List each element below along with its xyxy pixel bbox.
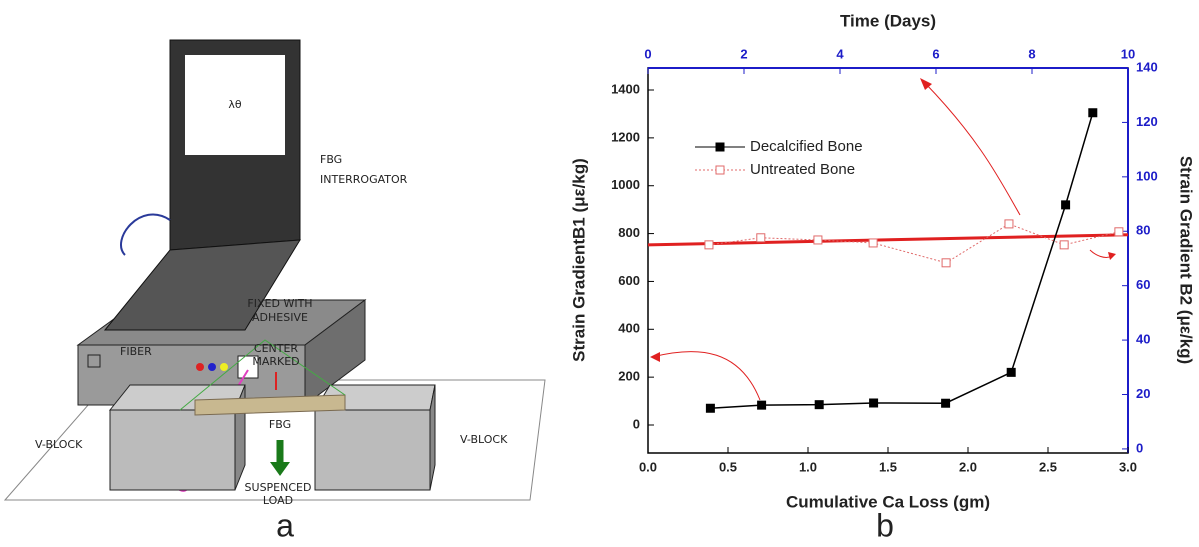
x-tick-label: 1.0 bbox=[799, 459, 817, 474]
y-tick-label: 0 bbox=[633, 416, 640, 431]
legend-label: Untreated Bone bbox=[750, 161, 855, 178]
y-tick-label: 1400 bbox=[611, 81, 640, 96]
series-line bbox=[708, 223, 1119, 264]
setup-diagram: λθ FBG INTERROGATOR FIXED WITH ADHESIVE … bbox=[3, 39, 546, 507]
data-point bbox=[1088, 108, 1098, 118]
panel-label: a bbox=[276, 507, 294, 543]
data-point bbox=[941, 258, 951, 268]
load-arrow-head bbox=[270, 462, 290, 476]
x-tick-label: 0.0 bbox=[639, 459, 657, 474]
center-label: MARKED bbox=[252, 355, 299, 368]
data-point bbox=[1114, 227, 1124, 237]
data-point bbox=[704, 240, 714, 250]
y2-tick-label: 60 bbox=[1136, 277, 1150, 292]
connector bbox=[237, 355, 259, 379]
x-tick-label: 3.0 bbox=[1119, 459, 1137, 474]
annotation-arrow-head bbox=[1108, 252, 1116, 260]
annotation-arrow bbox=[924, 82, 1021, 216]
y2-axis-label: Strain Gradient B2 (με/kg) bbox=[1177, 156, 1196, 364]
x2-tick-label: 10 bbox=[1121, 46, 1135, 61]
y2-tick-label: 120 bbox=[1136, 114, 1158, 129]
data-point bbox=[868, 238, 878, 248]
data-point bbox=[1006, 367, 1016, 377]
center-label: CENTER bbox=[254, 342, 299, 355]
fbg-label: FBG bbox=[269, 418, 291, 431]
adhesive-label: FIXED WITH bbox=[247, 297, 312, 310]
x-tick-label: 1.5 bbox=[879, 459, 897, 474]
data-point bbox=[813, 235, 823, 245]
data-point bbox=[1061, 200, 1071, 210]
x2-axis-title: Time (Days) bbox=[840, 11, 936, 30]
interrogator-label: INTERROGATOR bbox=[320, 173, 408, 186]
interrogator-side bbox=[304, 299, 366, 406]
screen-display bbox=[185, 55, 285, 155]
annotation-arrow-head bbox=[920, 78, 932, 90]
x2-tick-label: 8 bbox=[1028, 46, 1035, 61]
data-point bbox=[869, 398, 879, 408]
legend-label: Decalcified Bone bbox=[750, 138, 863, 155]
y-tick-label: 600 bbox=[618, 273, 640, 288]
led bbox=[196, 363, 204, 371]
y-tick-label: 400 bbox=[618, 321, 640, 336]
data-point bbox=[757, 400, 767, 410]
display-symbol: λθ bbox=[228, 98, 242, 111]
panel-label: b bbox=[876, 507, 894, 543]
load-label: SUSPENCED bbox=[245, 481, 312, 494]
annotation-arrow-head bbox=[650, 352, 660, 362]
x-tick-label: 0.5 bbox=[719, 459, 737, 474]
trend-line bbox=[647, 233, 1129, 247]
vblock-left bbox=[109, 409, 236, 491]
y-tick-label: 800 bbox=[618, 225, 640, 240]
vblock-right-side bbox=[429, 384, 436, 491]
data-point bbox=[1059, 240, 1069, 250]
x2-tick-label: 0 bbox=[644, 46, 651, 61]
series-line bbox=[710, 112, 1094, 410]
load-label: LOAD bbox=[263, 494, 293, 507]
y2-tick-label: 140 bbox=[1136, 59, 1158, 74]
y-tick-label: 1200 bbox=[611, 129, 640, 144]
y2-tick-label: 80 bbox=[1136, 223, 1150, 238]
y2-tick-label: 0 bbox=[1136, 440, 1143, 455]
bone bbox=[194, 394, 346, 416]
table-surface bbox=[3, 379, 546, 501]
data-point bbox=[814, 400, 824, 410]
vblock-label: V-BLOCK bbox=[460, 433, 508, 446]
y2-tick-label: 100 bbox=[1136, 168, 1158, 183]
y2-tick-label: 40 bbox=[1136, 332, 1150, 347]
adhesive-label: ADHESIVE bbox=[252, 311, 308, 324]
laptop-keyboard bbox=[103, 239, 301, 331]
data-point bbox=[756, 233, 766, 243]
led bbox=[208, 363, 216, 371]
x2-tick-label: 2 bbox=[740, 46, 747, 61]
led bbox=[220, 363, 228, 371]
legend-marker bbox=[715, 165, 725, 175]
y2-tick-label: 20 bbox=[1136, 386, 1150, 401]
guide-lines bbox=[179, 339, 346, 411]
button bbox=[87, 354, 101, 368]
x-axis-label: Cumulative Ca Loss (gm) bbox=[786, 492, 990, 511]
y-tick-label: 1000 bbox=[611, 177, 640, 192]
y-axis-label: Strain GradientB1 (με/kg) bbox=[569, 158, 588, 362]
x-tick-label: 2.5 bbox=[1039, 459, 1057, 474]
data-point bbox=[705, 403, 715, 413]
plot-frame bbox=[647, 67, 1129, 454]
interrogator-label: FBG bbox=[320, 153, 342, 166]
fiber-label: FIBER bbox=[120, 345, 152, 358]
x2-tick-label: 6 bbox=[932, 46, 939, 61]
annotation-arrow bbox=[651, 351, 761, 401]
cable bbox=[120, 213, 171, 256]
vblock-right bbox=[314, 409, 431, 491]
y-tick-label: 200 bbox=[618, 369, 640, 384]
data-point bbox=[941, 398, 951, 408]
x2-tick-label: 4 bbox=[836, 46, 844, 61]
data-point bbox=[1004, 219, 1014, 229]
vblock-label: V-BLOCK bbox=[35, 438, 83, 451]
legend-marker bbox=[715, 142, 725, 152]
x-tick-label: 2.0 bbox=[959, 459, 977, 474]
